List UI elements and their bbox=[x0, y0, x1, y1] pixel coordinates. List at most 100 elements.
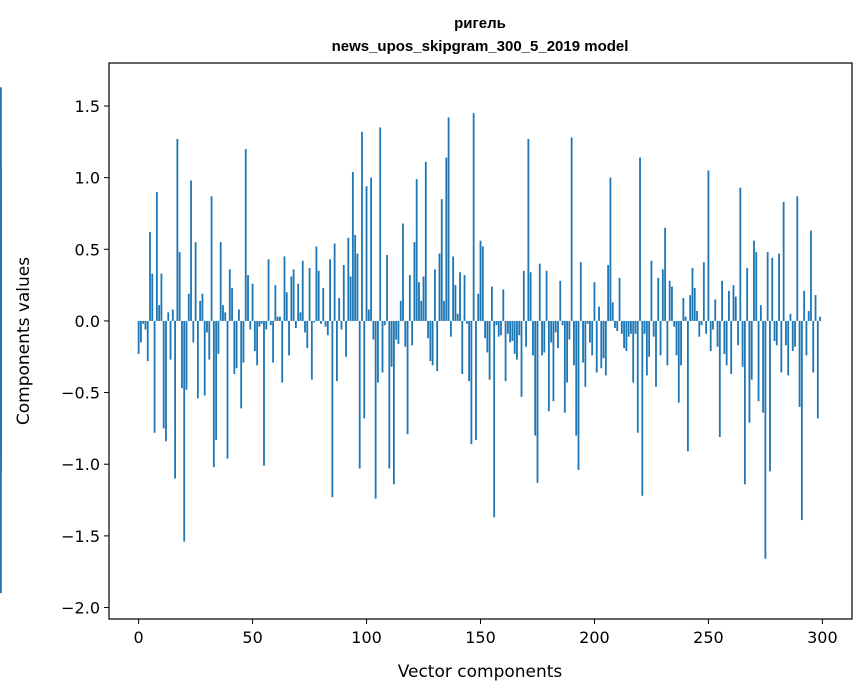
bar bbox=[404, 320, 407, 347]
bar bbox=[481, 246, 484, 321]
bar bbox=[253, 320, 256, 352]
bar bbox=[541, 320, 543, 356]
bar bbox=[693, 287, 696, 321]
bar bbox=[680, 320, 682, 366]
bar bbox=[620, 320, 623, 334]
x-axis-label: Vector components bbox=[398, 662, 563, 682]
x-tick-label: 0 bbox=[134, 628, 144, 647]
bar bbox=[659, 320, 662, 356]
bar bbox=[509, 320, 512, 343]
bar bbox=[497, 320, 500, 337]
bar bbox=[707, 170, 710, 321]
bar bbox=[538, 263, 541, 321]
bar bbox=[732, 285, 735, 321]
bar bbox=[249, 320, 252, 330]
bar bbox=[349, 276, 352, 321]
bar bbox=[604, 320, 607, 376]
bar bbox=[686, 320, 689, 452]
bar bbox=[566, 320, 569, 383]
bar bbox=[465, 320, 468, 324]
bar bbox=[354, 234, 357, 321]
bar bbox=[440, 199, 443, 321]
bar bbox=[290, 276, 293, 321]
bar bbox=[242, 320, 245, 363]
bar bbox=[399, 300, 402, 321]
bar bbox=[607, 265, 610, 321]
bar bbox=[657, 277, 660, 321]
bar bbox=[238, 309, 240, 321]
bar bbox=[810, 230, 812, 321]
y-tick-label: 1.5 bbox=[75, 97, 100, 116]
bar bbox=[171, 309, 174, 321]
bar bbox=[418, 282, 420, 321]
bar bbox=[251, 283, 254, 321]
bar bbox=[586, 320, 589, 324]
bar bbox=[550, 320, 553, 343]
bar bbox=[502, 289, 505, 321]
bar bbox=[272, 320, 275, 363]
bar bbox=[415, 179, 418, 321]
bar bbox=[219, 242, 222, 321]
bar bbox=[652, 320, 655, 337]
bar bbox=[771, 257, 774, 321]
bar bbox=[545, 270, 548, 321]
bar bbox=[700, 320, 703, 326]
bar bbox=[367, 309, 370, 321]
bars-group bbox=[0, 87, 821, 594]
bar bbox=[623, 320, 625, 349]
bar bbox=[187, 293, 190, 321]
bar bbox=[146, 320, 149, 362]
bar bbox=[413, 242, 416, 321]
y-tick-label: 0.0 bbox=[75, 312, 100, 331]
bar bbox=[304, 320, 306, 333]
bar bbox=[718, 320, 721, 438]
bar bbox=[536, 320, 539, 483]
bar bbox=[639, 157, 641, 321]
bar bbox=[310, 320, 313, 380]
bar bbox=[292, 269, 295, 321]
bar bbox=[516, 320, 518, 360]
bar bbox=[598, 306, 600, 321]
bar bbox=[750, 320, 753, 380]
y-tick-label: −0.5 bbox=[61, 384, 100, 403]
chart-title: ригель bbox=[454, 15, 506, 32]
bar bbox=[714, 299, 717, 321]
bar bbox=[511, 320, 514, 341]
bar bbox=[149, 232, 151, 321]
bar bbox=[554, 320, 557, 333]
bar bbox=[342, 265, 345, 321]
bar bbox=[265, 320, 268, 330]
bar bbox=[573, 320, 575, 366]
bar bbox=[728, 290, 730, 321]
bar bbox=[495, 320, 498, 326]
x-tick-label: 300 bbox=[807, 628, 838, 647]
bar bbox=[764, 320, 767, 559]
bar bbox=[233, 320, 236, 374]
bar bbox=[181, 320, 183, 389]
bar bbox=[609, 177, 612, 321]
bar bbox=[645, 320, 648, 376]
bar bbox=[675, 320, 678, 356]
bar bbox=[422, 276, 425, 321]
bar bbox=[716, 320, 719, 347]
bar bbox=[322, 287, 325, 321]
bar bbox=[800, 320, 803, 521]
bar bbox=[276, 316, 279, 321]
bar bbox=[215, 320, 218, 440]
bar bbox=[737, 320, 739, 346]
bar bbox=[192, 320, 195, 343]
bar bbox=[363, 320, 366, 419]
bar bbox=[561, 320, 564, 326]
bar bbox=[506, 320, 509, 334]
bar bbox=[358, 320, 361, 469]
bar bbox=[784, 320, 787, 346]
bar bbox=[347, 237, 350, 321]
y-tick-label: 1.0 bbox=[75, 169, 100, 188]
bar bbox=[812, 320, 815, 373]
bar bbox=[326, 320, 329, 336]
bar bbox=[739, 187, 742, 321]
bar bbox=[329, 259, 331, 321]
bar bbox=[534, 320, 537, 436]
y-tick-label: −2.0 bbox=[61, 599, 100, 618]
bar bbox=[324, 320, 327, 327]
